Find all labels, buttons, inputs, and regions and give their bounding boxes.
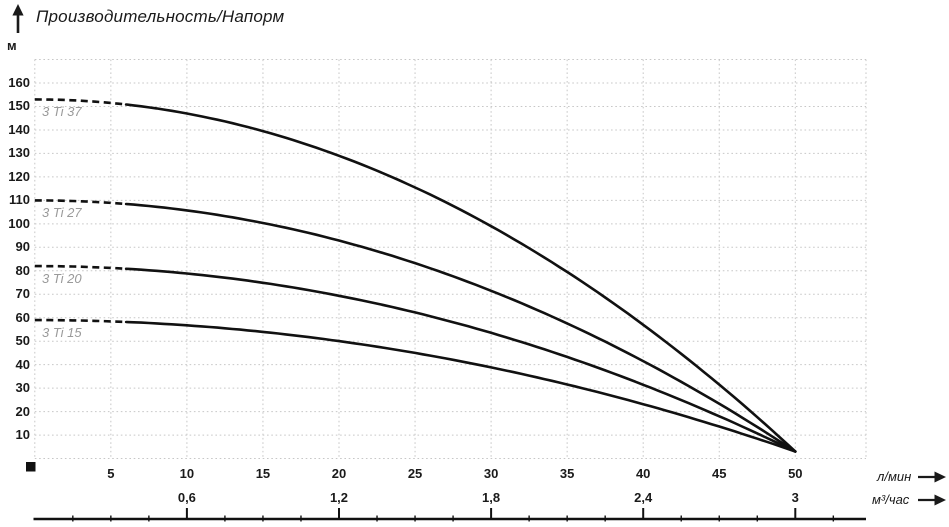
x-tick-label: 30 [483,466,499,481]
pump-curve-dashed [34,318,127,324]
x-tick-label: 15 [255,466,271,481]
curve-label: 3 Ti 27 [42,205,82,221]
curve-label: 3 Ti 15 [42,325,82,341]
x-secondary-tick-label: 1,8 [482,490,501,505]
y-tick-label: 20 [15,403,30,419]
x-axis-secondary-unit-label: м³/час [872,492,910,507]
x-tick-label: 35 [559,466,575,481]
origin-square [26,462,36,472]
x-secondary-tick-label: 1,2 [329,490,349,505]
x-secondary-tick-label: 0,6 [177,490,196,505]
x-tick-label: 20 [331,466,347,481]
y-tick-label: 120 [8,168,30,184]
y-axis-unit-label: м [7,38,17,53]
y-tick-label: 30 [15,380,30,396]
x-tick-label: 25 [407,466,423,481]
curve-label: 3 Ti 20 [42,271,82,287]
y-tick-label: 100 [8,215,30,231]
y-axis-arrow-icon [12,4,24,33]
y-tick-label: 140 [8,121,30,137]
chart-title: Производительность/Напорм [36,7,285,26]
y-tick-label: 90 [15,239,30,255]
x-secondary-tick-label: 3 [791,490,799,505]
y-tick-label: 160 [8,75,30,90]
curve-label: 3 Ti 37 [42,104,82,120]
pump-curve [124,320,797,453]
y-tick-label: 130 [8,145,30,161]
y-tick-label: 60 [15,309,30,325]
x-axis-secondary-arrow-icon [918,494,946,506]
y-tick-label: 10 [15,427,30,443]
x-axis-primary-arrow-icon [918,471,946,483]
x-secondary-tick-label: 2,4 [634,490,653,505]
y-tick-label: 110 [9,192,30,208]
pump-curve-dashed [34,264,127,271]
y-tick-label: 40 [15,356,30,372]
pump-curve-dashed [34,199,127,206]
x-axis-primary-unit-label: л/мин [877,469,912,484]
pump-curve [124,103,797,453]
y-tick-label: 70 [15,286,30,302]
pump-curve-dashed [34,98,127,106]
x-tick-label: 50 [788,466,803,481]
x-tick-label: 45 [712,466,727,481]
y-tick-label: 50 [15,333,30,349]
x-tick-label: 40 [635,466,651,481]
x-tick-label: 5 [107,466,115,481]
pump-curve [124,267,797,453]
x-tick-label: 10 [179,466,195,481]
pump-curve [124,202,797,453]
y-tick-label: 80 [15,262,30,278]
y-tick-label: 150 [8,98,30,114]
